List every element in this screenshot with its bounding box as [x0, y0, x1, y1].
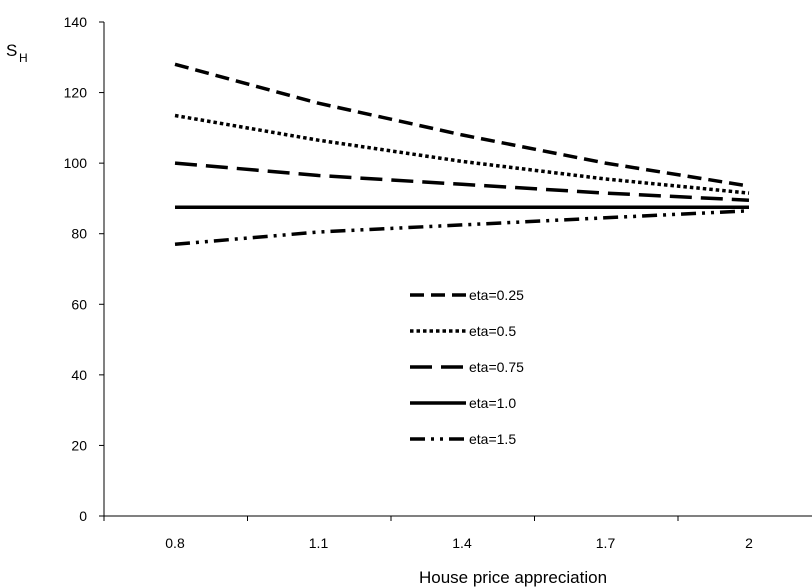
- y-tick-label: 20: [71, 437, 87, 453]
- y-axis-title-subscript: H: [19, 51, 28, 65]
- series-line-eta-0-75: [174, 161, 750, 202]
- series-line-eta-1-5: [174, 209, 750, 247]
- x-tick-label: 2: [745, 535, 753, 551]
- y-tick-label: 60: [71, 296, 87, 312]
- series-layer: [174, 62, 750, 247]
- x-tick-label: 1.1: [309, 535, 329, 551]
- legend-label: eta=0.5: [469, 323, 516, 339]
- y-tick-label: 40: [71, 367, 87, 383]
- legend-label: eta=1.0: [469, 395, 516, 411]
- x-tick-label: 1.4: [452, 535, 472, 551]
- series-line-eta-0-5: [174, 113, 750, 195]
- y-tick-label: 140: [64, 14, 88, 30]
- series-line-eta-0-25: [174, 62, 750, 188]
- y-tick-label: 120: [64, 85, 88, 101]
- y-axis-ticks: 0 20 40 60 80 100 120 140: [64, 14, 104, 524]
- y-tick-label: 0: [79, 508, 87, 524]
- x-tick-label: 0.8: [165, 535, 185, 551]
- legend: eta=0.25 eta=0.5 eta=0.75 eta=1.0 eta=1.5: [410, 287, 524, 447]
- legend-label: eta=1.5: [469, 431, 516, 447]
- legend-label: eta=0.25: [469, 287, 524, 303]
- legend-label: eta=0.75: [469, 359, 524, 375]
- y-tick-label: 80: [71, 226, 87, 242]
- y-axis-title: S H: [6, 41, 28, 65]
- y-axis-title-main: S: [6, 41, 17, 60]
- y-tick-label: 100: [64, 155, 88, 171]
- x-axis-ticks: 0.8 1.1 1.4 1.7 2: [103, 516, 753, 551]
- x-tick-label: 1.7: [596, 535, 616, 551]
- x-axis-title: House price appreciation: [419, 568, 607, 587]
